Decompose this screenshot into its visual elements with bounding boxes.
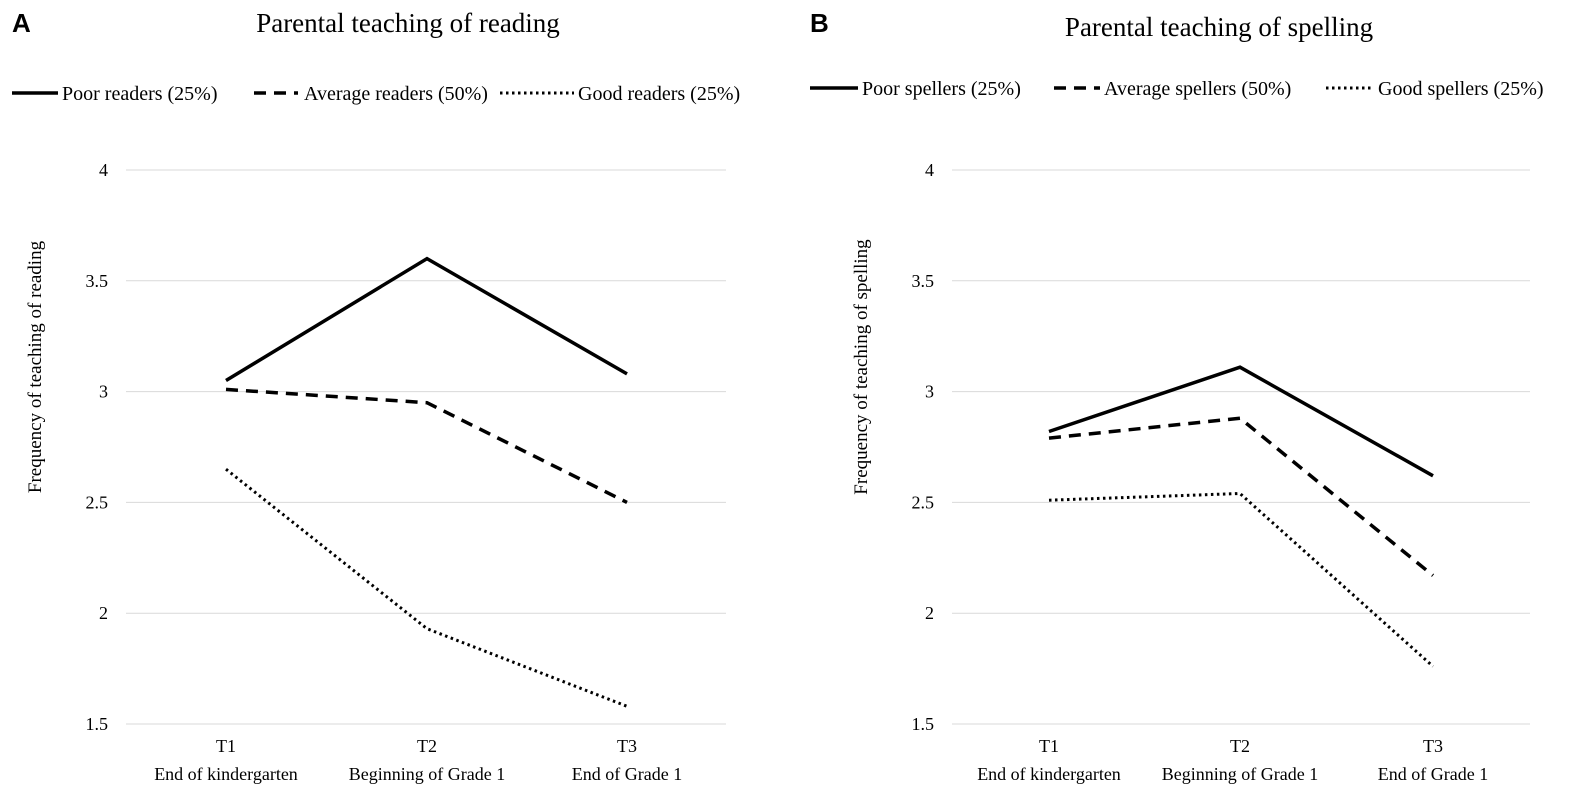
x-tick-code: T3	[617, 736, 637, 756]
y-tick-label: 2	[925, 603, 934, 623]
legend: Poor readers (25%) Average readers (50%) G…	[12, 83, 740, 105]
legend-label: Poor spellers (25%)	[862, 78, 1021, 100]
x-tick-label: End of Grade 1	[572, 764, 682, 784]
y-tick-label: 4	[99, 160, 108, 180]
legend-label: Good readers (25%)	[578, 83, 740, 105]
y-tick-label: 2.5	[86, 492, 109, 512]
chart-title: Parental teaching of reading	[256, 8, 560, 38]
x-tick-code: T2	[417, 736, 437, 756]
x-tick-code: T3	[1423, 736, 1443, 756]
chart-panel-b: B Parental teaching of spelling Poor spell…	[810, 8, 1544, 784]
x-tick-label: End of kindergarten	[977, 764, 1121, 784]
x-tick-label: Beginning of Grade 1	[349, 764, 505, 784]
y-tick-label: 4	[925, 160, 934, 180]
y-tick-label: 2.5	[912, 492, 935, 512]
series-line-dashed	[1048, 416, 1435, 577]
y-axis-label: Frequency of teaching of reading	[25, 240, 46, 493]
legend-label: Good spellers (25%)	[1378, 78, 1544, 100]
series-line-solid	[1048, 365, 1434, 478]
panel-letter: B	[810, 8, 829, 38]
y-tick-label: 1.5	[86, 714, 109, 734]
y-axis-label: Frequency of teaching of spelling	[851, 239, 872, 495]
x-tick-label: End of kindergarten	[154, 764, 298, 784]
series-line-dotted	[1048, 491, 1435, 668]
x-tick-label: End of Grade 1	[1378, 764, 1488, 784]
y-tick-label: 1.5	[912, 714, 935, 734]
legend: Poor spellers (25%) Average spellers (50%…	[810, 78, 1544, 100]
legend-label: Average spellers (50%)	[1104, 78, 1291, 100]
y-tick-label: 3	[99, 382, 108, 402]
legend-label: Average readers (50%)	[304, 83, 488, 105]
y-tick-label: 3	[925, 382, 934, 402]
series-line-dashed	[225, 387, 628, 504]
legend-label: Poor readers (25%)	[62, 83, 218, 105]
x-tick-code: T1	[216, 736, 236, 756]
x-tick-code: T2	[1230, 736, 1250, 756]
chart-title: Parental teaching of spelling	[1065, 12, 1373, 42]
y-tick-label: 3.5	[912, 271, 935, 291]
y-tick-label: 2	[99, 603, 108, 623]
series-line-solid	[225, 256, 628, 382]
panel-letter: A	[12, 8, 31, 38]
y-tick-label: 3.5	[86, 271, 109, 291]
x-tick-code: T1	[1039, 736, 1059, 756]
series-line-dotted	[225, 468, 628, 708]
x-tick-label: Beginning of Grade 1	[1162, 764, 1318, 784]
chart-panel-a: A Parental teaching of reading Poor reader…	[12, 8, 740, 784]
